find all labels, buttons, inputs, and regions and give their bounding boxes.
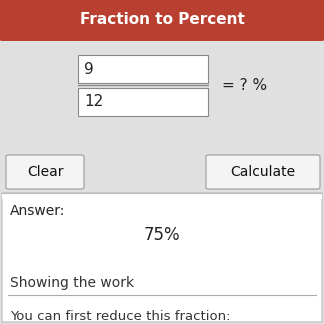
Text: You can first reduce this fraction:: You can first reduce this fraction: (10, 310, 230, 323)
Text: 9: 9 (84, 62, 94, 76)
FancyBboxPatch shape (6, 155, 84, 189)
Text: 12: 12 (84, 95, 103, 110)
Bar (78, 55, 208, 83)
Text: 75%: 75% (144, 226, 180, 244)
FancyBboxPatch shape (206, 155, 320, 189)
Text: Fraction to Percent: Fraction to Percent (80, 13, 244, 28)
Text: Calculate: Calculate (230, 165, 295, 179)
Bar (2, 38, 322, 193)
Text: = ? %: = ? % (222, 78, 267, 93)
Text: Answer:: Answer: (10, 204, 65, 218)
Text: Clear: Clear (27, 165, 63, 179)
Bar (2, 20, 322, 38)
Bar (2, 193, 322, 199)
Bar (78, 88, 208, 116)
Text: Showing the work: Showing the work (10, 276, 134, 290)
FancyBboxPatch shape (2, 193, 322, 322)
FancyBboxPatch shape (0, 0, 324, 41)
